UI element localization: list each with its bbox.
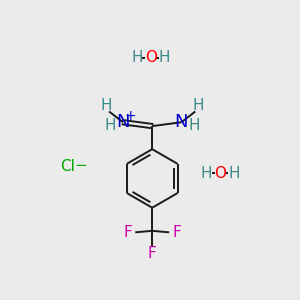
- Text: +: +: [124, 109, 136, 123]
- Text: −: −: [74, 158, 87, 173]
- Text: H: H: [100, 98, 112, 113]
- Text: F: F: [172, 225, 181, 240]
- Text: O: O: [145, 50, 157, 65]
- Text: H: H: [131, 50, 142, 65]
- Text: H: H: [188, 118, 200, 133]
- Text: H: H: [228, 166, 240, 181]
- Text: F: F: [123, 225, 132, 240]
- Text: H: H: [200, 166, 212, 181]
- Text: H: H: [193, 98, 204, 113]
- Text: N: N: [175, 113, 188, 131]
- Text: F: F: [148, 246, 157, 261]
- Text: H: H: [105, 118, 116, 133]
- Text: Cl: Cl: [60, 159, 75, 174]
- Text: N: N: [116, 113, 130, 131]
- Text: O: O: [214, 166, 226, 181]
- Text: H: H: [159, 50, 170, 65]
